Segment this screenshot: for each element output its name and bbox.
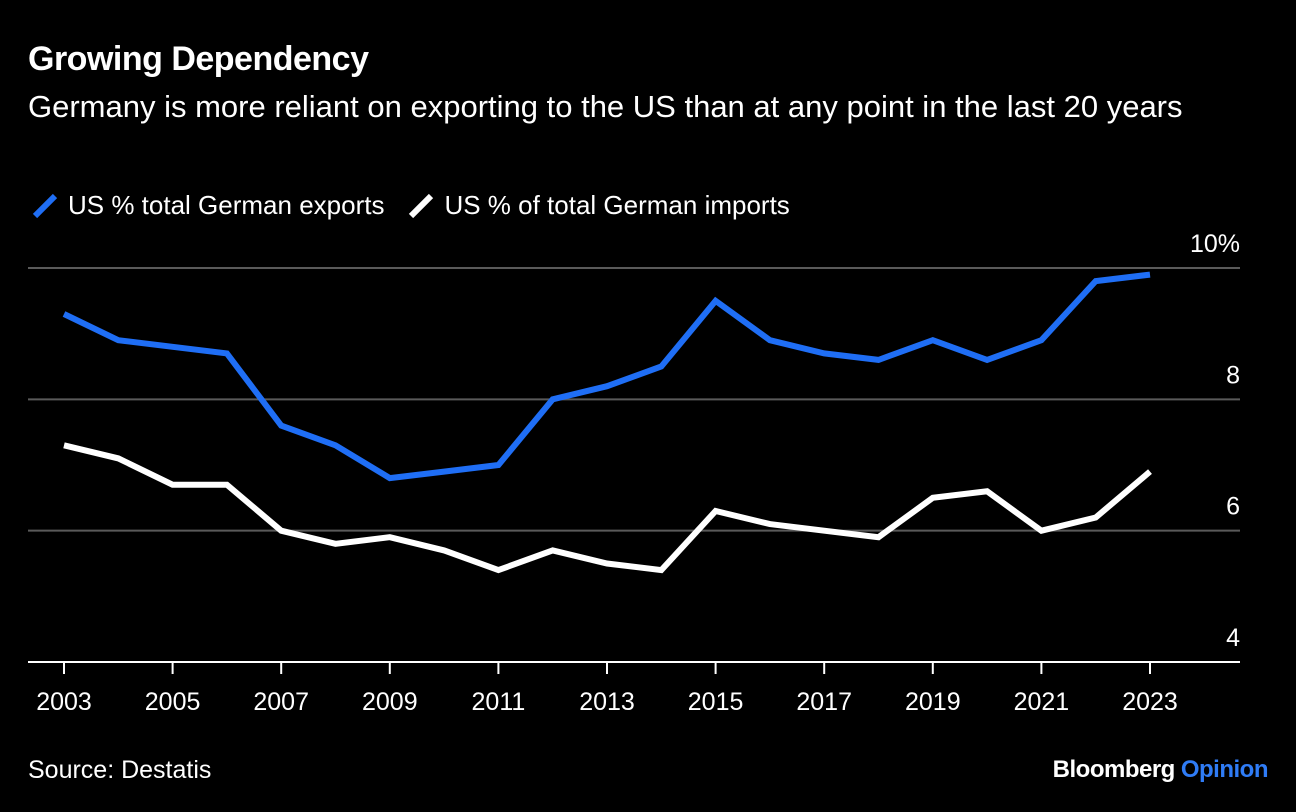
legend: US % total German exports US % of total …: [30, 190, 812, 221]
brand-primary: Bloomberg: [1052, 756, 1176, 783]
x-tick-label: 2011: [472, 688, 526, 716]
legend-swatch-exports-icon: [32, 193, 58, 218]
series-line-exports: [62, 271, 1151, 482]
x-tick-label: 2021: [1014, 688, 1070, 716]
brand-secondary: Opinion: [1180, 756, 1269, 783]
x-tick-label: 2005: [145, 688, 201, 716]
x-tick-label: 2013: [579, 688, 635, 716]
x-tick-label: 2017: [796, 688, 852, 716]
axis-layer: 4 6 8 10% 2003 2005 2007 2009 2011 2013 2015 2017 20…: [28, 230, 1240, 716]
chart-subtitle: Germany is more reliant on exporting to …: [28, 89, 1183, 124]
x-tick-label: 2003: [36, 688, 92, 716]
x-tick-label: 2015: [688, 688, 744, 716]
y-tick-label: 6: [1226, 493, 1240, 521]
y-tick-label: 4: [1226, 624, 1240, 652]
y-tick-label: 8: [1226, 361, 1240, 389]
y-tick-label: 10%: [1190, 230, 1240, 258]
brand-logo: Bloomberg Opinion: [1052, 756, 1269, 784]
series-layer: [62, 271, 1152, 574]
x-tick-label: 2023: [1122, 688, 1178, 716]
legend-item-exports: US % total German exports: [30, 190, 384, 221]
x-tick-label: 2019: [905, 688, 961, 716]
legend-label-imports: US % of total German imports: [444, 190, 790, 220]
legend-item-imports: US % of total German imports: [406, 190, 790, 221]
x-tick-label: 2007: [253, 688, 309, 716]
legend-swatch-imports-icon: [409, 193, 434, 218]
chart-title: Growing Dependency: [28, 40, 369, 78]
source-note: Source: Destatis: [28, 756, 212, 784]
legend-label-exports: US % total German exports: [68, 190, 385, 220]
series-line-imports: [63, 442, 1152, 574]
x-tick-label: 2009: [362, 688, 418, 716]
grid-layer: [28, 267, 1240, 532]
